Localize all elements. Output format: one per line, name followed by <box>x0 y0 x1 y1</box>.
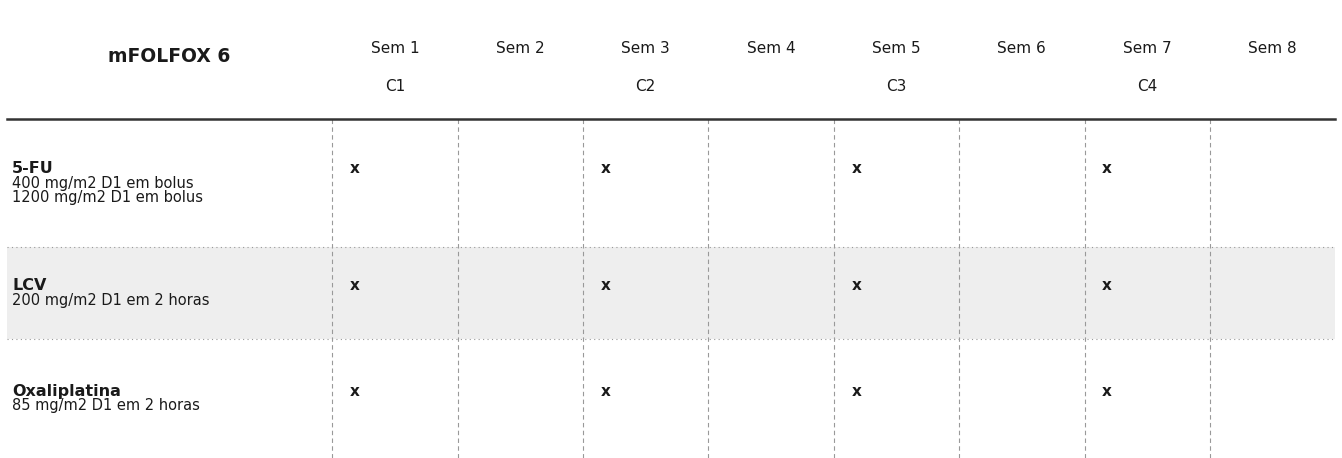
Text: 5-FU: 5-FU <box>12 161 54 176</box>
Text: C4: C4 <box>1137 79 1157 94</box>
Text: x: x <box>851 161 862 176</box>
Text: x: x <box>601 383 611 398</box>
Text: x: x <box>851 383 862 398</box>
Text: x: x <box>350 383 360 398</box>
Text: mFOLFOX 6: mFOLFOX 6 <box>109 47 231 66</box>
Text: 400 mg/m2 D1 em bolus: 400 mg/m2 D1 em bolus <box>12 176 193 191</box>
Text: x: x <box>601 161 611 176</box>
Text: x: x <box>1102 161 1113 176</box>
Text: Sem 4: Sem 4 <box>746 41 796 56</box>
Text: 1200 mg/m2 D1 em bolus: 1200 mg/m2 D1 em bolus <box>12 190 203 205</box>
Text: C1: C1 <box>385 79 405 94</box>
Text: Sem 6: Sem 6 <box>997 41 1047 56</box>
Bar <box>7 119 1335 247</box>
Text: Sem 1: Sem 1 <box>370 41 419 56</box>
Text: LCV: LCV <box>12 278 47 293</box>
Bar <box>7 18 1335 119</box>
Text: x: x <box>851 278 862 293</box>
Text: x: x <box>1102 383 1113 398</box>
Text: C3: C3 <box>886 79 907 94</box>
Text: x: x <box>601 278 611 293</box>
Text: Sem 2: Sem 2 <box>497 41 545 56</box>
Bar <box>7 247 1335 338</box>
Text: Sem 3: Sem 3 <box>621 41 670 56</box>
Text: x: x <box>1102 278 1113 293</box>
Text: Sem 5: Sem 5 <box>872 41 921 56</box>
Text: 85 mg/m2 D1 em 2 horas: 85 mg/m2 D1 em 2 horas <box>12 398 200 413</box>
Text: x: x <box>350 278 360 293</box>
Text: Sem 7: Sem 7 <box>1123 41 1172 56</box>
Bar <box>7 338 1335 458</box>
Text: 200 mg/m2 D1 em 2 horas: 200 mg/m2 D1 em 2 horas <box>12 293 209 308</box>
Text: Sem 8: Sem 8 <box>1248 41 1296 56</box>
Text: Oxaliplatina: Oxaliplatina <box>12 383 121 398</box>
Text: x: x <box>350 161 360 176</box>
Text: C2: C2 <box>636 79 656 94</box>
